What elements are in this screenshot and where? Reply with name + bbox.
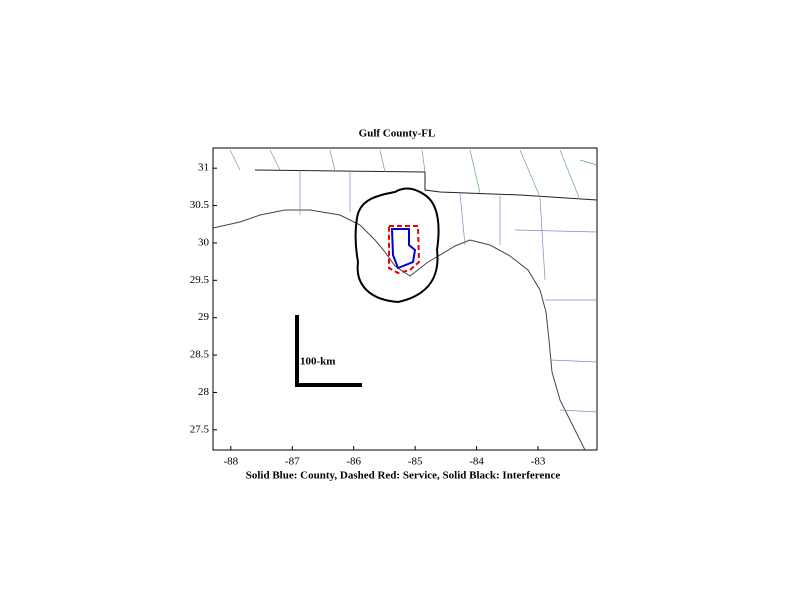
x-tick-label: -87 (285, 456, 300, 468)
y-tick-label: 27.5 (190, 423, 210, 435)
county-outline (390, 228, 417, 270)
caption: Solid Blue: County, Dashed Red: Service,… (246, 470, 561, 482)
x-tick-label: -85 (408, 456, 423, 468)
state-border (254, 169, 598, 201)
x-tick-label: -86 (346, 456, 361, 468)
interference-contour (354, 187, 440, 304)
y-tick-label: 31 (198, 162, 209, 174)
coastline (212, 209, 586, 451)
map-title: Gulf County-FL (359, 128, 436, 140)
county-lines (299, 149, 598, 413)
scale-bar (295, 315, 362, 387)
y-tick-label: 30 (198, 236, 210, 248)
y-tick-label: 28 (198, 386, 210, 398)
y-tick-label: 28.5 (190, 349, 210, 361)
scale-label: 100-km (300, 356, 335, 368)
y-tick-label: 30.5 (190, 199, 210, 211)
y-tick-label: 29 (198, 311, 210, 323)
x-tick-label: -83 (531, 456, 546, 468)
county-lines-2 (229, 149, 598, 201)
map-area (212, 147, 598, 451)
x-tick-label: -84 (469, 456, 484, 468)
x-tick-label: -88 (223, 456, 238, 468)
service-contour (388, 225, 421, 275)
y-tick-label: 29.5 (190, 274, 210, 286)
plot-frame (212, 147, 598, 451)
